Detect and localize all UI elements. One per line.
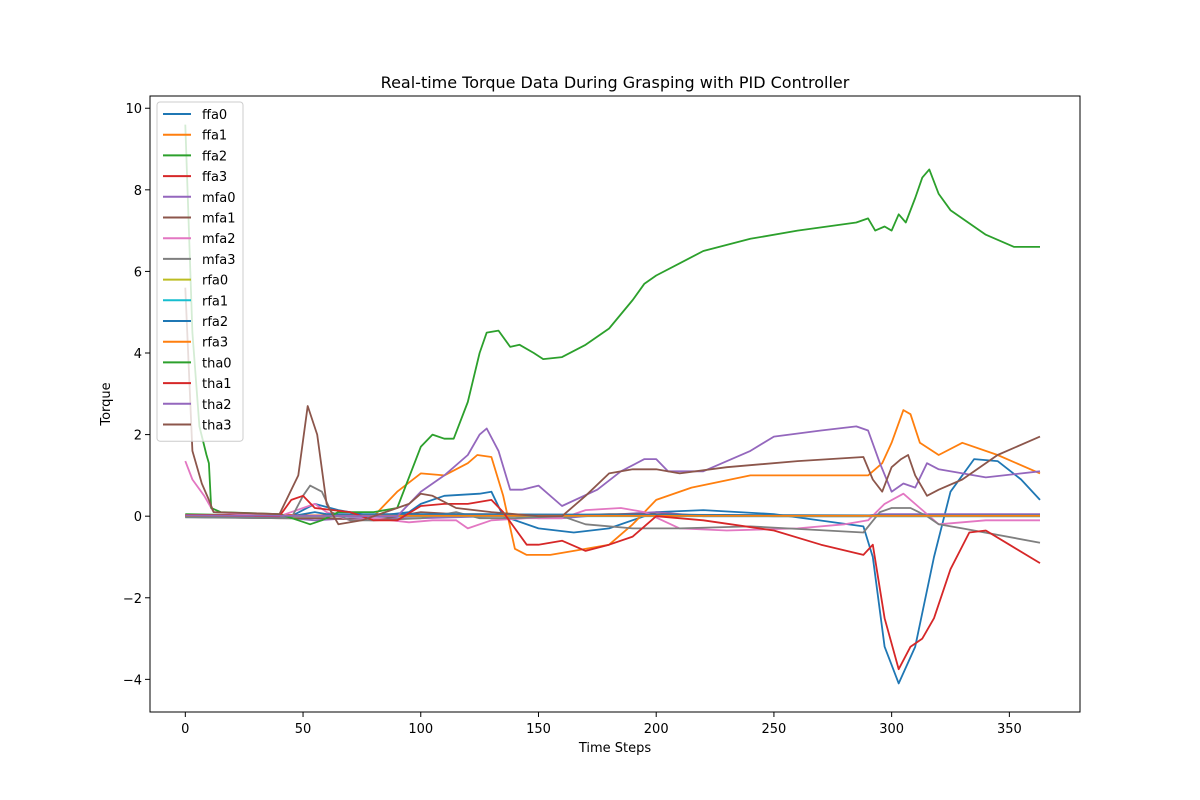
series-line-tha1 xyxy=(185,494,1041,671)
x-tick-label: 0 xyxy=(181,722,189,737)
legend-label-rfa0: rfa0 xyxy=(202,274,228,289)
y-tick-label: 4 xyxy=(134,347,142,362)
y-tick-label: −2 xyxy=(123,592,142,607)
plot-lines xyxy=(184,124,1041,685)
x-tick-label: 200 xyxy=(644,722,669,737)
legend-label-mfa1: mfa1 xyxy=(202,212,235,227)
legend-label-ffa3: ffa3 xyxy=(202,170,227,185)
chart-title: Real-time Torque Data During Grasping wi… xyxy=(381,73,850,92)
legend-label-ffa2: ffa2 xyxy=(202,149,227,164)
series-line-ffa0 xyxy=(185,458,1041,685)
legend-box xyxy=(156,101,244,442)
legend-label-ffa1: ffa1 xyxy=(202,129,227,144)
legend-label-rfa2: rfa2 xyxy=(202,315,228,330)
legend-label-mfa0: mfa0 xyxy=(202,191,235,206)
plot-frame xyxy=(149,95,1081,713)
y-tick-label: 8 xyxy=(134,184,142,199)
y-tick-label: 2 xyxy=(134,429,142,444)
legend: ffa0 ffa1 ffa2 ffa3 mfa0 mfa1 mfa2 mfa3 rfa0 rfa1… xyxy=(156,101,244,442)
legend-label-ffa0: ffa0 xyxy=(202,108,227,123)
x-axis-label: Time Steps xyxy=(578,741,652,756)
legend-label-mfa3: mfa3 xyxy=(202,253,235,268)
x-tick-label: 100 xyxy=(408,722,433,737)
legend-label-mfa2: mfa2 xyxy=(202,232,235,247)
legend-label-tha0: tha0 xyxy=(202,356,232,371)
x-tick-label: 250 xyxy=(762,722,787,737)
x-tick-label: 50 xyxy=(295,722,312,737)
series-line-tha3 xyxy=(184,287,1041,526)
x-tick-label: 350 xyxy=(997,722,1022,737)
x-tick-label: 150 xyxy=(526,722,551,737)
series-line-tha0 xyxy=(184,124,1040,526)
series-line-tha2 xyxy=(185,425,1041,518)
y-tick-label: 6 xyxy=(134,265,142,280)
legend-label-tha3: tha3 xyxy=(202,419,232,434)
x-axis: 0 50 100 150 200 250 300 350 xyxy=(181,712,1022,737)
legend-label-tha1: tha1 xyxy=(202,377,232,392)
series-line-mfa2 xyxy=(184,460,1040,532)
y-axis: −4 −2 0 2 4 6 8 10 xyxy=(123,102,150,688)
y-axis-label: Torque xyxy=(99,382,114,426)
y-tick-label: −4 xyxy=(123,673,142,688)
series-line-ffa1 xyxy=(185,409,1041,556)
y-tick-label: 0 xyxy=(134,510,142,525)
legend-label-tha2: tha2 xyxy=(202,398,232,413)
y-tick-label: 10 xyxy=(125,102,142,117)
x-tick-label: 300 xyxy=(879,722,904,737)
legend-label-rfa1: rfa1 xyxy=(202,294,228,309)
legend-label-rfa3: rfa3 xyxy=(202,336,228,351)
